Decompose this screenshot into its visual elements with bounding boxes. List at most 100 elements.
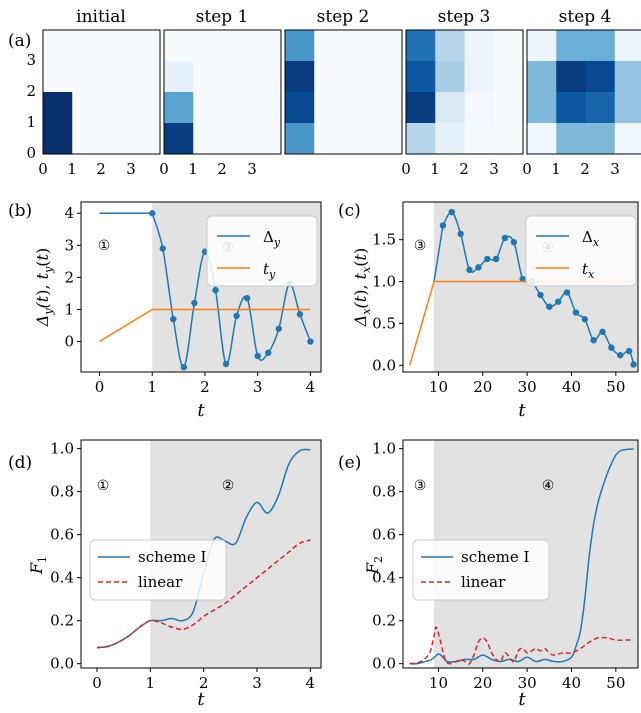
data-point — [212, 287, 219, 294]
heatmap-cell — [464, 123, 495, 155]
heatmap-cell — [314, 123, 344, 155]
heatmap-cell — [343, 61, 374, 93]
data-point — [492, 255, 500, 263]
panel-c-x-label: t — [518, 400, 526, 421]
heatmap-x-tick: 2 — [580, 160, 590, 178]
region-marker: ④ — [542, 478, 555, 494]
panel-e-x-label: t — [518, 689, 526, 710]
heatmap-cell — [527, 61, 557, 93]
data-point — [466, 266, 473, 274]
data-point — [563, 289, 571, 296]
heatmap-cell — [585, 123, 616, 155]
heatmap-cell — [464, 30, 495, 62]
heatmap-step-1: step 1 0 1 2 3 — [159, 7, 282, 178]
heatmap-cell — [493, 30, 524, 62]
heatmap-cell — [314, 92, 344, 124]
heatmap-x-tick: 1 — [551, 160, 561, 178]
heatmap-cell — [585, 30, 616, 62]
heatmap-x-tick: 2 — [96, 160, 106, 178]
axes-frame — [80, 201, 322, 373]
heatmap-cell — [343, 123, 374, 155]
data-point — [537, 291, 544, 299]
heatmap-cell — [251, 92, 282, 124]
y-tick-label: 0.0 — [372, 655, 396, 673]
y-tick-label: 0.0 — [372, 356, 396, 374]
heatmap-cell — [193, 123, 223, 155]
heatmap-x-tick: 0 — [38, 160, 48, 178]
heatmap-cell — [493, 61, 524, 93]
data-point — [296, 311, 304, 318]
y-tick-label: 0 — [64, 333, 74, 351]
heatmap-frame — [284, 29, 403, 155]
data-point — [149, 210, 156, 217]
heatmap-y-tick: 3 — [26, 51, 36, 69]
data-point — [191, 299, 198, 307]
legend-label-t-x: tx — [582, 260, 595, 281]
heatmap-cell — [435, 92, 465, 124]
panel-d-label: (d) — [8, 453, 32, 473]
legend-label-scheme-i: scheme I — [138, 548, 207, 566]
series-line-secondary — [409, 626, 634, 665]
region-marker: ③ — [414, 478, 427, 494]
data-point — [457, 230, 464, 238]
x-tick-label: 50 — [606, 674, 625, 692]
data-point — [265, 349, 272, 356]
axes-frame — [80, 439, 322, 669]
heatmap-cell — [314, 30, 344, 62]
legend-label-t-y: ty — [263, 260, 276, 281]
heatmap-cell — [493, 123, 524, 155]
heatmap-cell — [556, 123, 586, 155]
heatmap-step-2: step 2 — [284, 7, 403, 155]
y-tick-label: 0.4 — [50, 569, 74, 587]
x-tick-label: 1 — [146, 674, 156, 692]
data-point — [307, 338, 314, 345]
heatmap-cell — [556, 92, 586, 124]
series-line-secondary — [96, 539, 311, 649]
legend-box — [206, 215, 318, 287]
data-point — [546, 303, 553, 310]
heatmap-x-tick: 2 — [217, 160, 227, 178]
heatmap-cell — [193, 92, 223, 124]
heatmap-cell — [43, 123, 73, 155]
data-point — [554, 298, 562, 305]
heatmap-cell — [464, 61, 495, 93]
data-point — [510, 239, 518, 246]
x-tick-label: 10 — [429, 378, 448, 396]
data-point — [170, 315, 177, 323]
heatmap-x-tick: 3 — [247, 160, 257, 178]
x-tick-label: 50 — [606, 378, 625, 396]
x-tick-label: 3 — [253, 378, 263, 396]
legend-label-linear: linear — [461, 573, 506, 591]
heatmap-cell — [285, 123, 315, 155]
data-point — [572, 309, 580, 316]
heatmap-cell — [527, 30, 557, 62]
data-point — [519, 275, 526, 283]
x-tick-label: 0 — [92, 674, 102, 692]
heatmap-cell — [372, 61, 403, 93]
data-point — [599, 328, 606, 335]
legend-label-linear: linear — [138, 573, 183, 591]
heatmap-cell — [372, 30, 403, 62]
axes-frame — [402, 439, 639, 669]
heatmap-cell — [314, 61, 344, 93]
heatmap-cell — [164, 123, 194, 155]
heatmap-cell — [464, 92, 495, 124]
data-point — [275, 325, 282, 332]
y-tick-label: 1.0 — [372, 273, 396, 291]
panel-e: (e) F2 t 10 20 30 40 500.00.20.40.60.81.0③ ④ … — [338, 439, 639, 710]
heatmap-cell — [556, 30, 586, 62]
heatmap-cell — [343, 30, 374, 62]
heatmap-cell — [556, 61, 586, 93]
y-tick-label: 3 — [64, 236, 74, 254]
region-marker: ③ — [414, 238, 427, 254]
data-point — [608, 344, 615, 351]
heatmap-cell — [72, 92, 102, 124]
heatmap-cell — [435, 123, 465, 155]
y-tick-label: 0.2 — [50, 612, 74, 630]
heatmap-cell — [343, 92, 374, 124]
panel-c-y-label: Δx(t), tx(t) — [351, 248, 373, 327]
heatmap-initial: initial 3 2 1 0 0 1 2 3 — [26, 7, 161, 178]
x-tick-label: 20 — [473, 378, 492, 396]
heatmap-cell — [222, 61, 253, 93]
